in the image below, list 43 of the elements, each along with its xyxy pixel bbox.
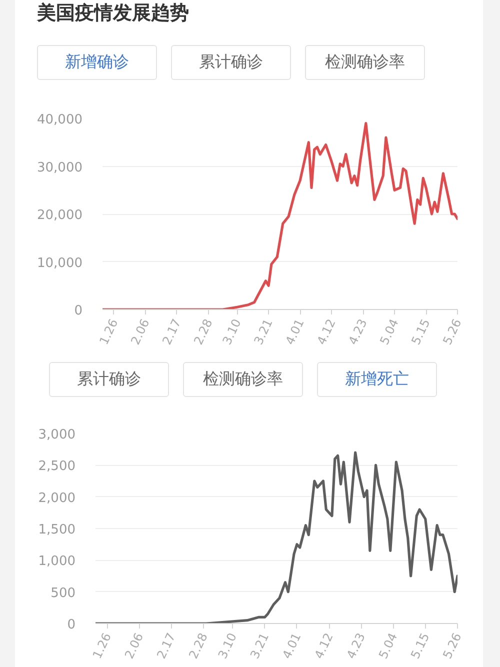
x-tick-label: 4.12 [314, 316, 338, 347]
x-tick-label: 5.26 [440, 316, 464, 347]
x-tick-label: 4.01 [280, 630, 304, 661]
y-tick-label: 30,000 [37, 160, 83, 176]
chart-subtitle: 新增确诊 [37, 45, 157, 80]
x-tick-label: 2.06 [122, 630, 146, 661]
text: 累计确诊 [171, 45, 291, 80]
x-tick-label: 4.23 [344, 630, 368, 661]
x-tick-label: 3.21 [248, 630, 272, 661]
x-tick-label: 5.15 [408, 630, 432, 661]
x-tick-label: 5.26 [440, 630, 464, 661]
x-tick-label: 3.21 [251, 316, 276, 347]
chart-subtitle: 新增死亡 [317, 362, 437, 397]
x-tick-label: 4.23 [346, 316, 370, 347]
y-tick-label: 10,000 [37, 256, 83, 271]
x-tick-label: 3.10 [220, 316, 244, 347]
y-tick-label: 40,000 [37, 112, 83, 128]
y-tick-label: 500 [50, 586, 76, 601]
x-tick-label: 5.04 [377, 316, 402, 347]
x-tick-label: 2.28 [186, 630, 210, 661]
text: 检测确诊率 [183, 362, 303, 397]
y-tick-label: 1,000 [38, 554, 76, 570]
text: 检测确诊率 [305, 45, 425, 80]
x-tick-label: 5.15 [408, 316, 433, 347]
x-tick-label: 2.06 [128, 316, 152, 347]
y-tick-label: 3,000 [38, 428, 76, 442]
x-tick-label: 2.17 [154, 630, 178, 661]
x-tick-label: 4.01 [282, 316, 307, 347]
x-tick-label: 2.28 [191, 316, 216, 347]
x-tick-label: 4.12 [312, 630, 336, 661]
x-tick-label: 3.10 [215, 630, 240, 661]
chart-title: 美国疫情发展趋势 [36, 1, 189, 26]
y-tick-label: 1,500 [38, 522, 76, 538]
x-tick-label: 5.04 [376, 630, 400, 661]
text: 累计确诊 [49, 362, 169, 397]
x-tick-label: 1.26 [96, 316, 121, 347]
y-tick-label: 0 [74, 304, 83, 318]
x-tick-label: 1.26 [90, 630, 114, 661]
y-tick-label: 0 [67, 618, 76, 632]
y-tick-label: 2,000 [38, 490, 76, 506]
y-tick-label: 20,000 [37, 208, 83, 223]
x-tick-label: 2.17 [160, 316, 184, 347]
y-tick-label: 2,500 [38, 459, 76, 474]
